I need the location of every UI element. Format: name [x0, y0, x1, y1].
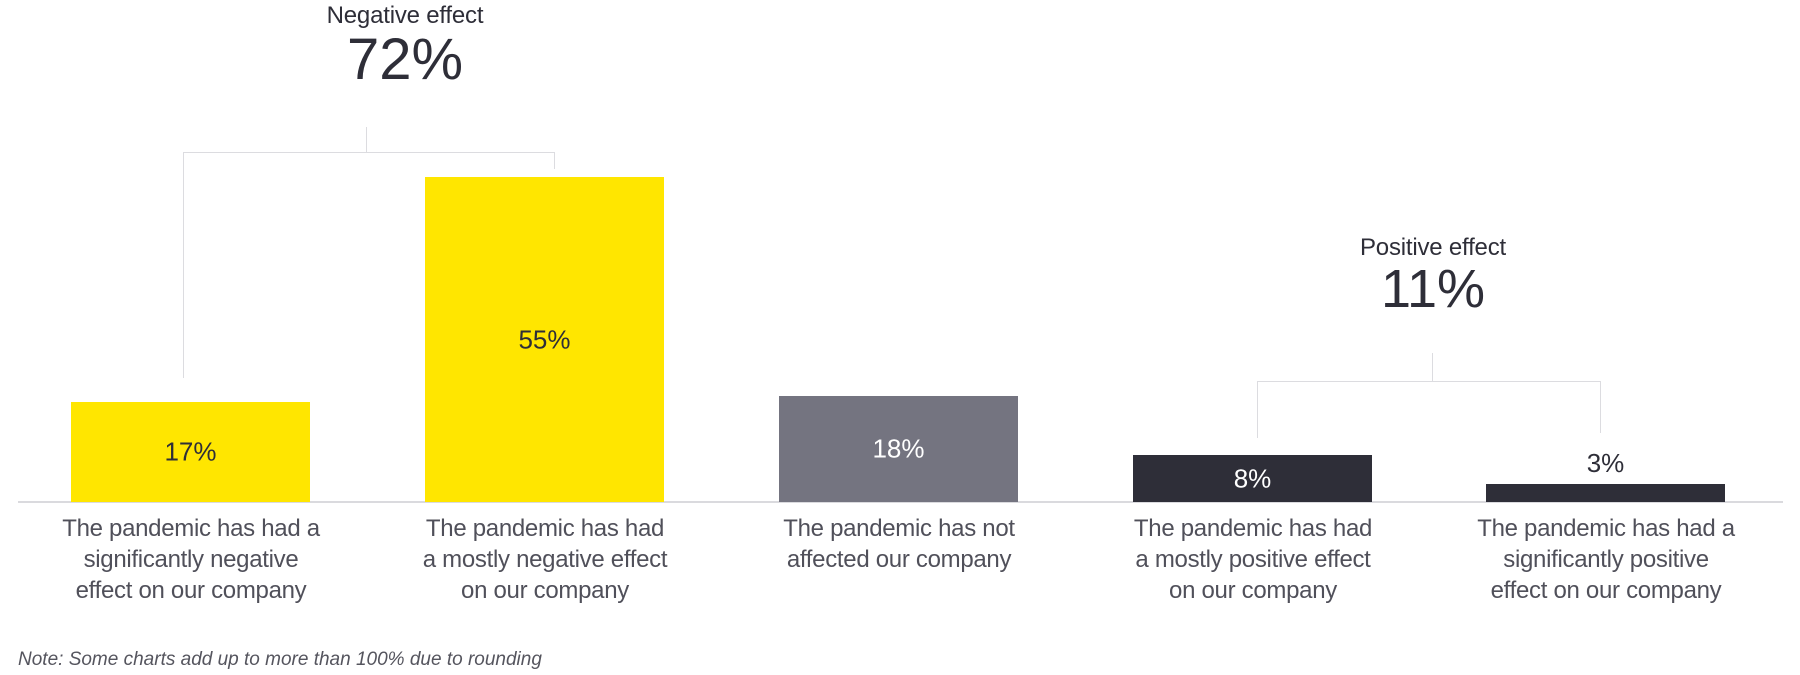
category-label-mostly-positive: The pandemic has had a mostly positive e… — [1133, 515, 1373, 604]
category-label-significantly-negative: The pandemic has had a significantly neg… — [62, 515, 320, 604]
negative-bracket-right-drop — [554, 152, 555, 169]
bar-significantly-positive: 3% — [1486, 448, 1725, 502]
positive-bracket-stem — [1432, 353, 1433, 382]
bar-mostly-negative: 55% — [425, 177, 664, 502]
bar-value-label: 18% — [872, 433, 925, 464]
positive-effect-total: 11% — [1380, 259, 1486, 319]
category-label-not-affected: The pandemic has not affected our compan… — [783, 515, 1015, 573]
bar-significantly-negative: 17% — [71, 402, 310, 502]
positive-bracket-left-drop — [1257, 381, 1258, 438]
positive-bracket-horizontal — [1257, 381, 1601, 382]
footnote: Note: Some charts add up to more than 10… — [18, 649, 542, 670]
x-axis-baseline — [18, 501, 1783, 503]
bar-not-affected: 18% — [779, 396, 1018, 502]
negative-effect-label: Negative effect — [326, 2, 484, 29]
category-label-significantly-positive: The pandemic has had a significantly pos… — [1477, 515, 1735, 604]
bar-mostly-positive: 8% — [1133, 455, 1372, 502]
positive-effect-header: Positive effect 11% — [1283, 234, 1583, 316]
negative-bracket-stem — [366, 127, 367, 153]
bar-value-label: 55% — [518, 324, 571, 354]
bar-value-label: 3% — [1586, 448, 1625, 478]
category-label-mostly-negative: The pandemic has had a mostly negative e… — [422, 515, 668, 604]
negative-effect-total: 72% — [346, 27, 464, 92]
bar-value-label: 8% — [1233, 463, 1272, 493]
negative-bracket-horizontal — [183, 152, 555, 153]
positive-bracket-right-drop — [1600, 381, 1601, 433]
bar-value-label: 17% — [164, 436, 217, 467]
negative-bracket-left-drop — [183, 152, 184, 378]
positive-effect-label: Positive effect — [1360, 234, 1506, 261]
negative-effect-header: Negative effect 72% — [255, 2, 555, 90]
